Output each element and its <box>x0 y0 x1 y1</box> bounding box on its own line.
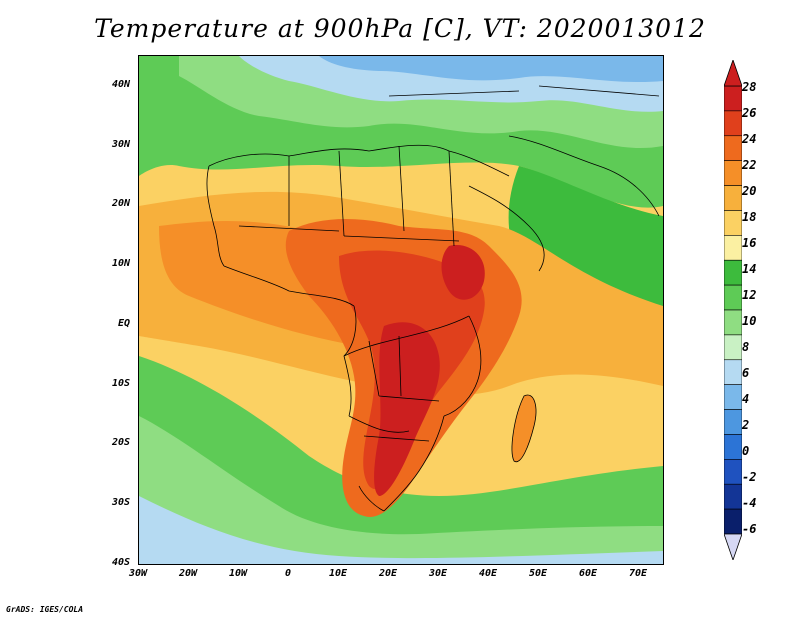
colorbar-label-minus2: -2 <box>742 470 757 484</box>
colorbar-box <box>724 459 742 485</box>
colorbar-label-14: 14 <box>742 262 757 276</box>
colorbar-label-18: 18 <box>742 210 757 224</box>
colorbar-box <box>724 160 742 186</box>
lon-label-50e: 50E <box>528 568 548 579</box>
colorbar-label-2: 2 <box>742 418 750 432</box>
lat-label-40s: 40S <box>111 557 130 568</box>
lat-label-10n: 10N <box>111 258 130 269</box>
colorbar-top-arrow <box>724 60 742 87</box>
lon-label-60e: 60E <box>578 568 598 579</box>
temperature-field <box>139 56 663 564</box>
colorbar-bottom-arrow <box>724 533 742 560</box>
colorbar-box <box>724 235 742 261</box>
colorbar-label-22: 22 <box>742 158 757 172</box>
colorbar-label-16: 16 <box>742 236 757 250</box>
colorbar-label-24: 24 <box>742 132 757 146</box>
temperature-map <box>138 55 664 565</box>
colorbar-box <box>724 508 742 535</box>
colorbar-box <box>724 359 742 385</box>
lon-label-10e: 10E <box>328 568 348 579</box>
lat-label-40n: 40N <box>111 79 130 90</box>
colorbar-box <box>724 384 742 410</box>
lon-label-0: 0 <box>284 568 292 579</box>
colorbar-label-4: 4 <box>742 392 750 406</box>
colorbar-label-minus4: -4 <box>742 496 757 510</box>
colorbar-box <box>724 334 742 361</box>
colorbar-box <box>724 259 742 286</box>
colorbar-label-12: 12 <box>742 288 757 302</box>
colorbar-label-10: 10 <box>742 314 757 328</box>
colorbar-box <box>724 135 742 161</box>
colorbar-label-6: 6 <box>742 366 750 380</box>
lon-label-20w: 20W <box>178 568 198 579</box>
lon-label-30w: 30W <box>128 568 148 579</box>
lat-label-30s: 30S <box>111 497 130 508</box>
colorbar-box <box>724 110 742 137</box>
colorbar-box <box>724 185 742 211</box>
lon-label-10w: 10W <box>228 568 248 579</box>
colorbar-box <box>724 85 742 112</box>
colorbar-label-28: 28 <box>742 80 757 94</box>
lat-label-20s: 20S <box>111 437 130 448</box>
lat-label-30n: 30N <box>111 139 130 150</box>
lon-label-20e: 20E <box>378 568 398 579</box>
colorbar-box <box>724 210 742 236</box>
lat-label-20n: 20N <box>111 198 130 209</box>
colorbar-box <box>724 409 742 435</box>
colorbar-box <box>724 284 742 311</box>
colorbar <box>724 60 742 560</box>
lon-label-70e: 70E <box>628 568 648 579</box>
colorbar-box <box>724 483 742 510</box>
colorbar-label-20: 20 <box>742 184 757 198</box>
colorbar-label-0: 0 <box>742 444 750 458</box>
colorbar-label-26: 26 <box>742 106 757 120</box>
grads-credit: GrADS: IGES/COLA <box>6 605 84 614</box>
colorbar-box <box>724 309 742 336</box>
lat-label-10s: 10S <box>111 378 130 389</box>
colorbar-label-8: 8 <box>742 340 750 354</box>
colorbar-box <box>724 434 742 460</box>
lon-label-40e: 40E <box>478 568 498 579</box>
map-title: Temperature at 900hPa [C], VT: 202001301… <box>94 14 706 43</box>
lon-label-30e: 30E <box>428 568 448 579</box>
colorbar-label-minus6: -6 <box>742 522 757 536</box>
lat-label-eq: EQ <box>117 318 130 329</box>
